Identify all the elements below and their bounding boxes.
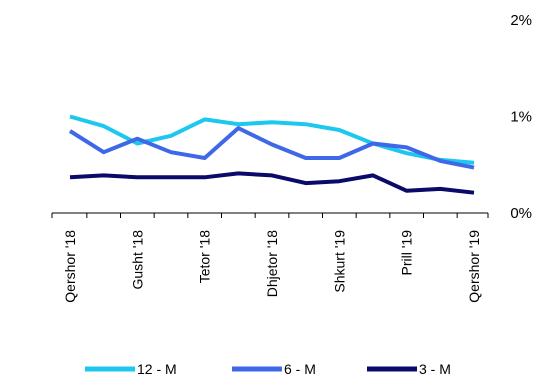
x-tick-label: Prill '19 (399, 230, 415, 276)
legend-label: 6 - M (284, 361, 316, 377)
legend-label: 12 - M (137, 361, 177, 377)
legend-label: 3 - M (419, 361, 451, 377)
x-tick-label: Qershor '19 (466, 230, 482, 303)
x-tick-label: Tetor '18 (197, 230, 213, 283)
x-tick-label: Shkurt '19 (331, 230, 347, 293)
x-tick-label: Qershor '18 (62, 230, 78, 303)
series-lines (68, 114, 475, 195)
series-line-1 (69, 114, 475, 165)
y-tick-label: 0% (510, 205, 532, 222)
series-line-2 (68, 126, 475, 170)
y-axis-tick-labels: 0% 1% 2% (510, 12, 532, 222)
x-tick-label: Dhjetor '18 (264, 230, 280, 297)
x-axis-ticks: Qershor '18 Gusht '18 Tetor '18 Dhjetor '18… (51, 213, 489, 303)
y-tick-label: 1% (510, 109, 532, 126)
x-tick-label: Gusht '18 (129, 230, 145, 290)
y-tick-label: 2% (510, 12, 532, 29)
legend: 12 - M 6 - M 3 - M (85, 361, 451, 377)
series-line-3 (69, 171, 475, 195)
